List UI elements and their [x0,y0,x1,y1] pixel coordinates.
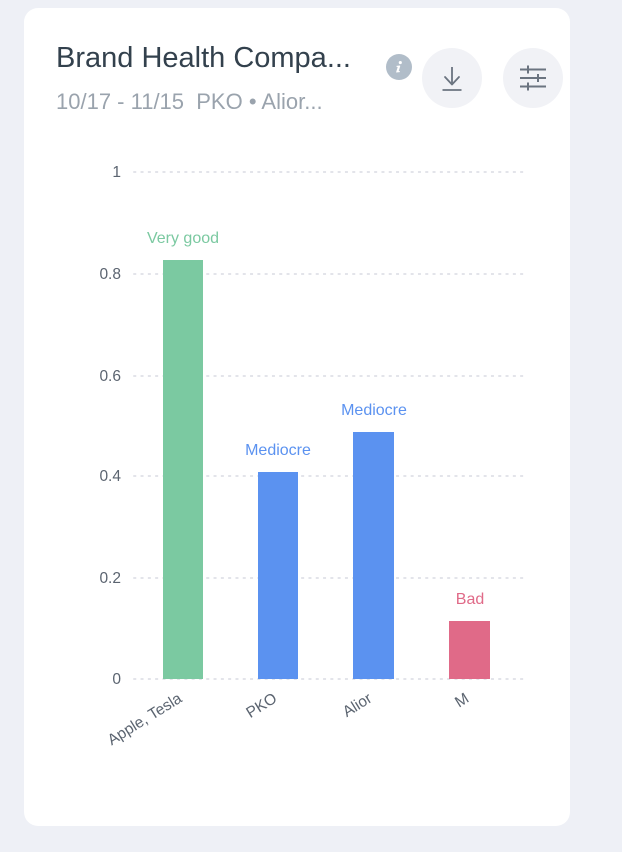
svg-text:0.6: 0.6 [99,368,121,385]
svg-text:M: M [452,690,472,711]
svg-text:0.8: 0.8 [99,266,121,283]
svg-text:PKO: PKO [243,690,280,722]
svg-text:1: 1 [112,164,121,181]
svg-text:Apple, Tesla: Apple, Tesla [105,690,186,749]
svg-text:Mediocre: Mediocre [245,442,311,459]
svg-text:0.2: 0.2 [99,570,121,587]
svg-text:0: 0 [112,671,121,688]
svg-text:0.4: 0.4 [99,468,121,485]
svg-text:Alior: Alior [340,690,375,721]
svg-text:Mediocre: Mediocre [341,402,407,419]
svg-text:Bad: Bad [456,591,484,608]
svg-text:Very good: Very good [147,230,219,247]
